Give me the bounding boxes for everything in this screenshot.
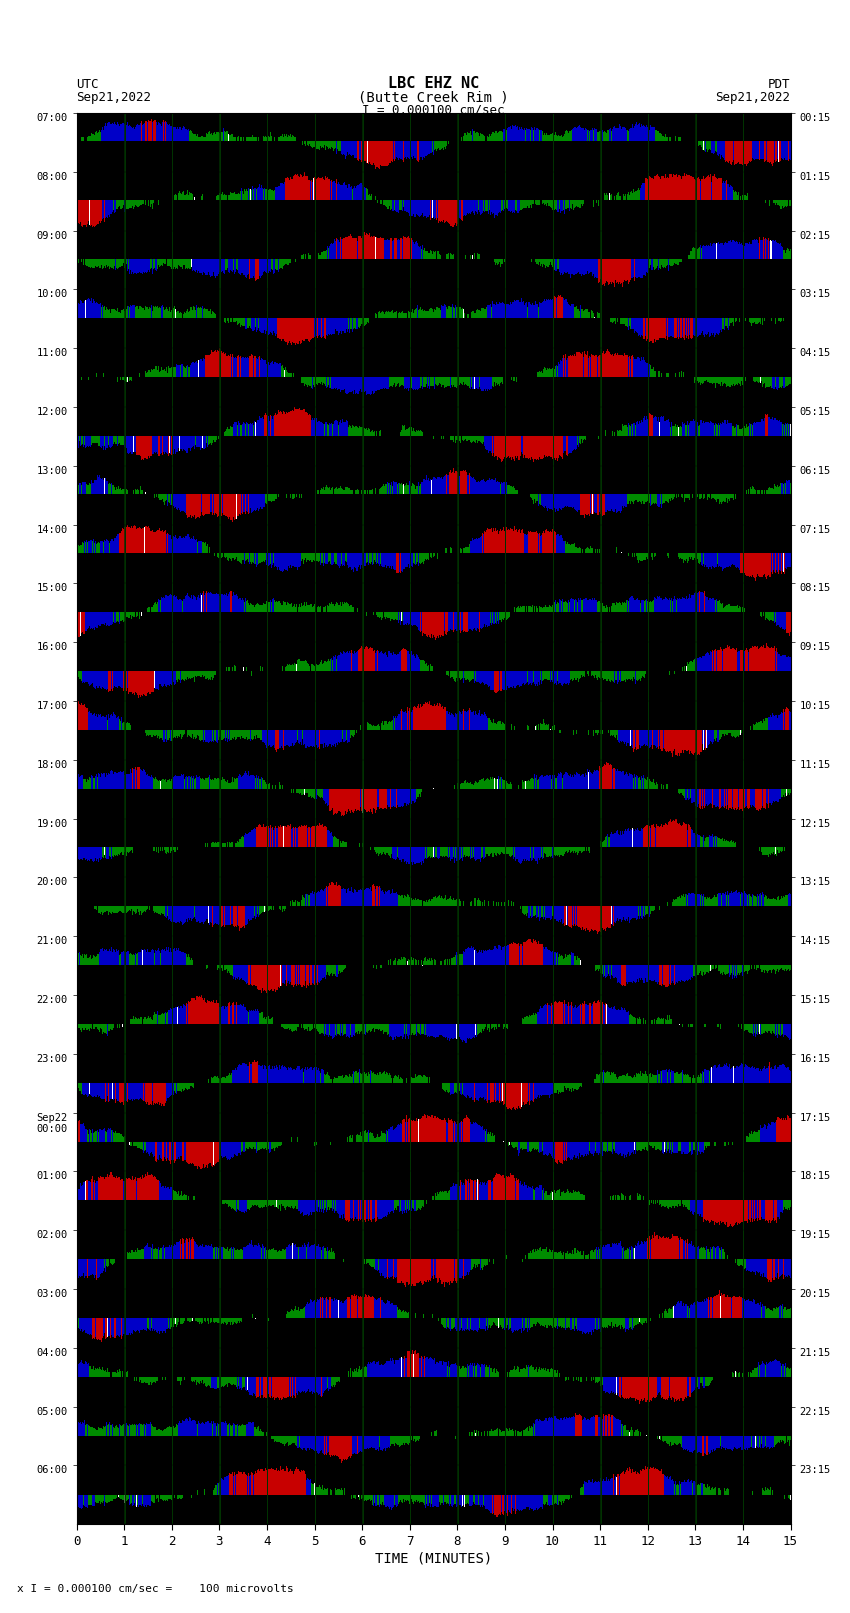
Text: x I = 0.000100 cm/sec =    100 microvolts: x I = 0.000100 cm/sec = 100 microvolts [17,1584,294,1594]
X-axis label: TIME (MINUTES): TIME (MINUTES) [375,1552,492,1566]
Text: Sep21,2022: Sep21,2022 [76,90,151,105]
Text: (Butte Creek Rim ): (Butte Creek Rim ) [358,90,509,105]
Text: I = 0.000100 cm/sec: I = 0.000100 cm/sec [362,103,505,116]
Text: LBC EHZ NC: LBC EHZ NC [388,76,479,90]
Text: Sep21,2022: Sep21,2022 [716,90,790,105]
Text: PDT: PDT [768,77,790,90]
Text: UTC: UTC [76,77,99,90]
